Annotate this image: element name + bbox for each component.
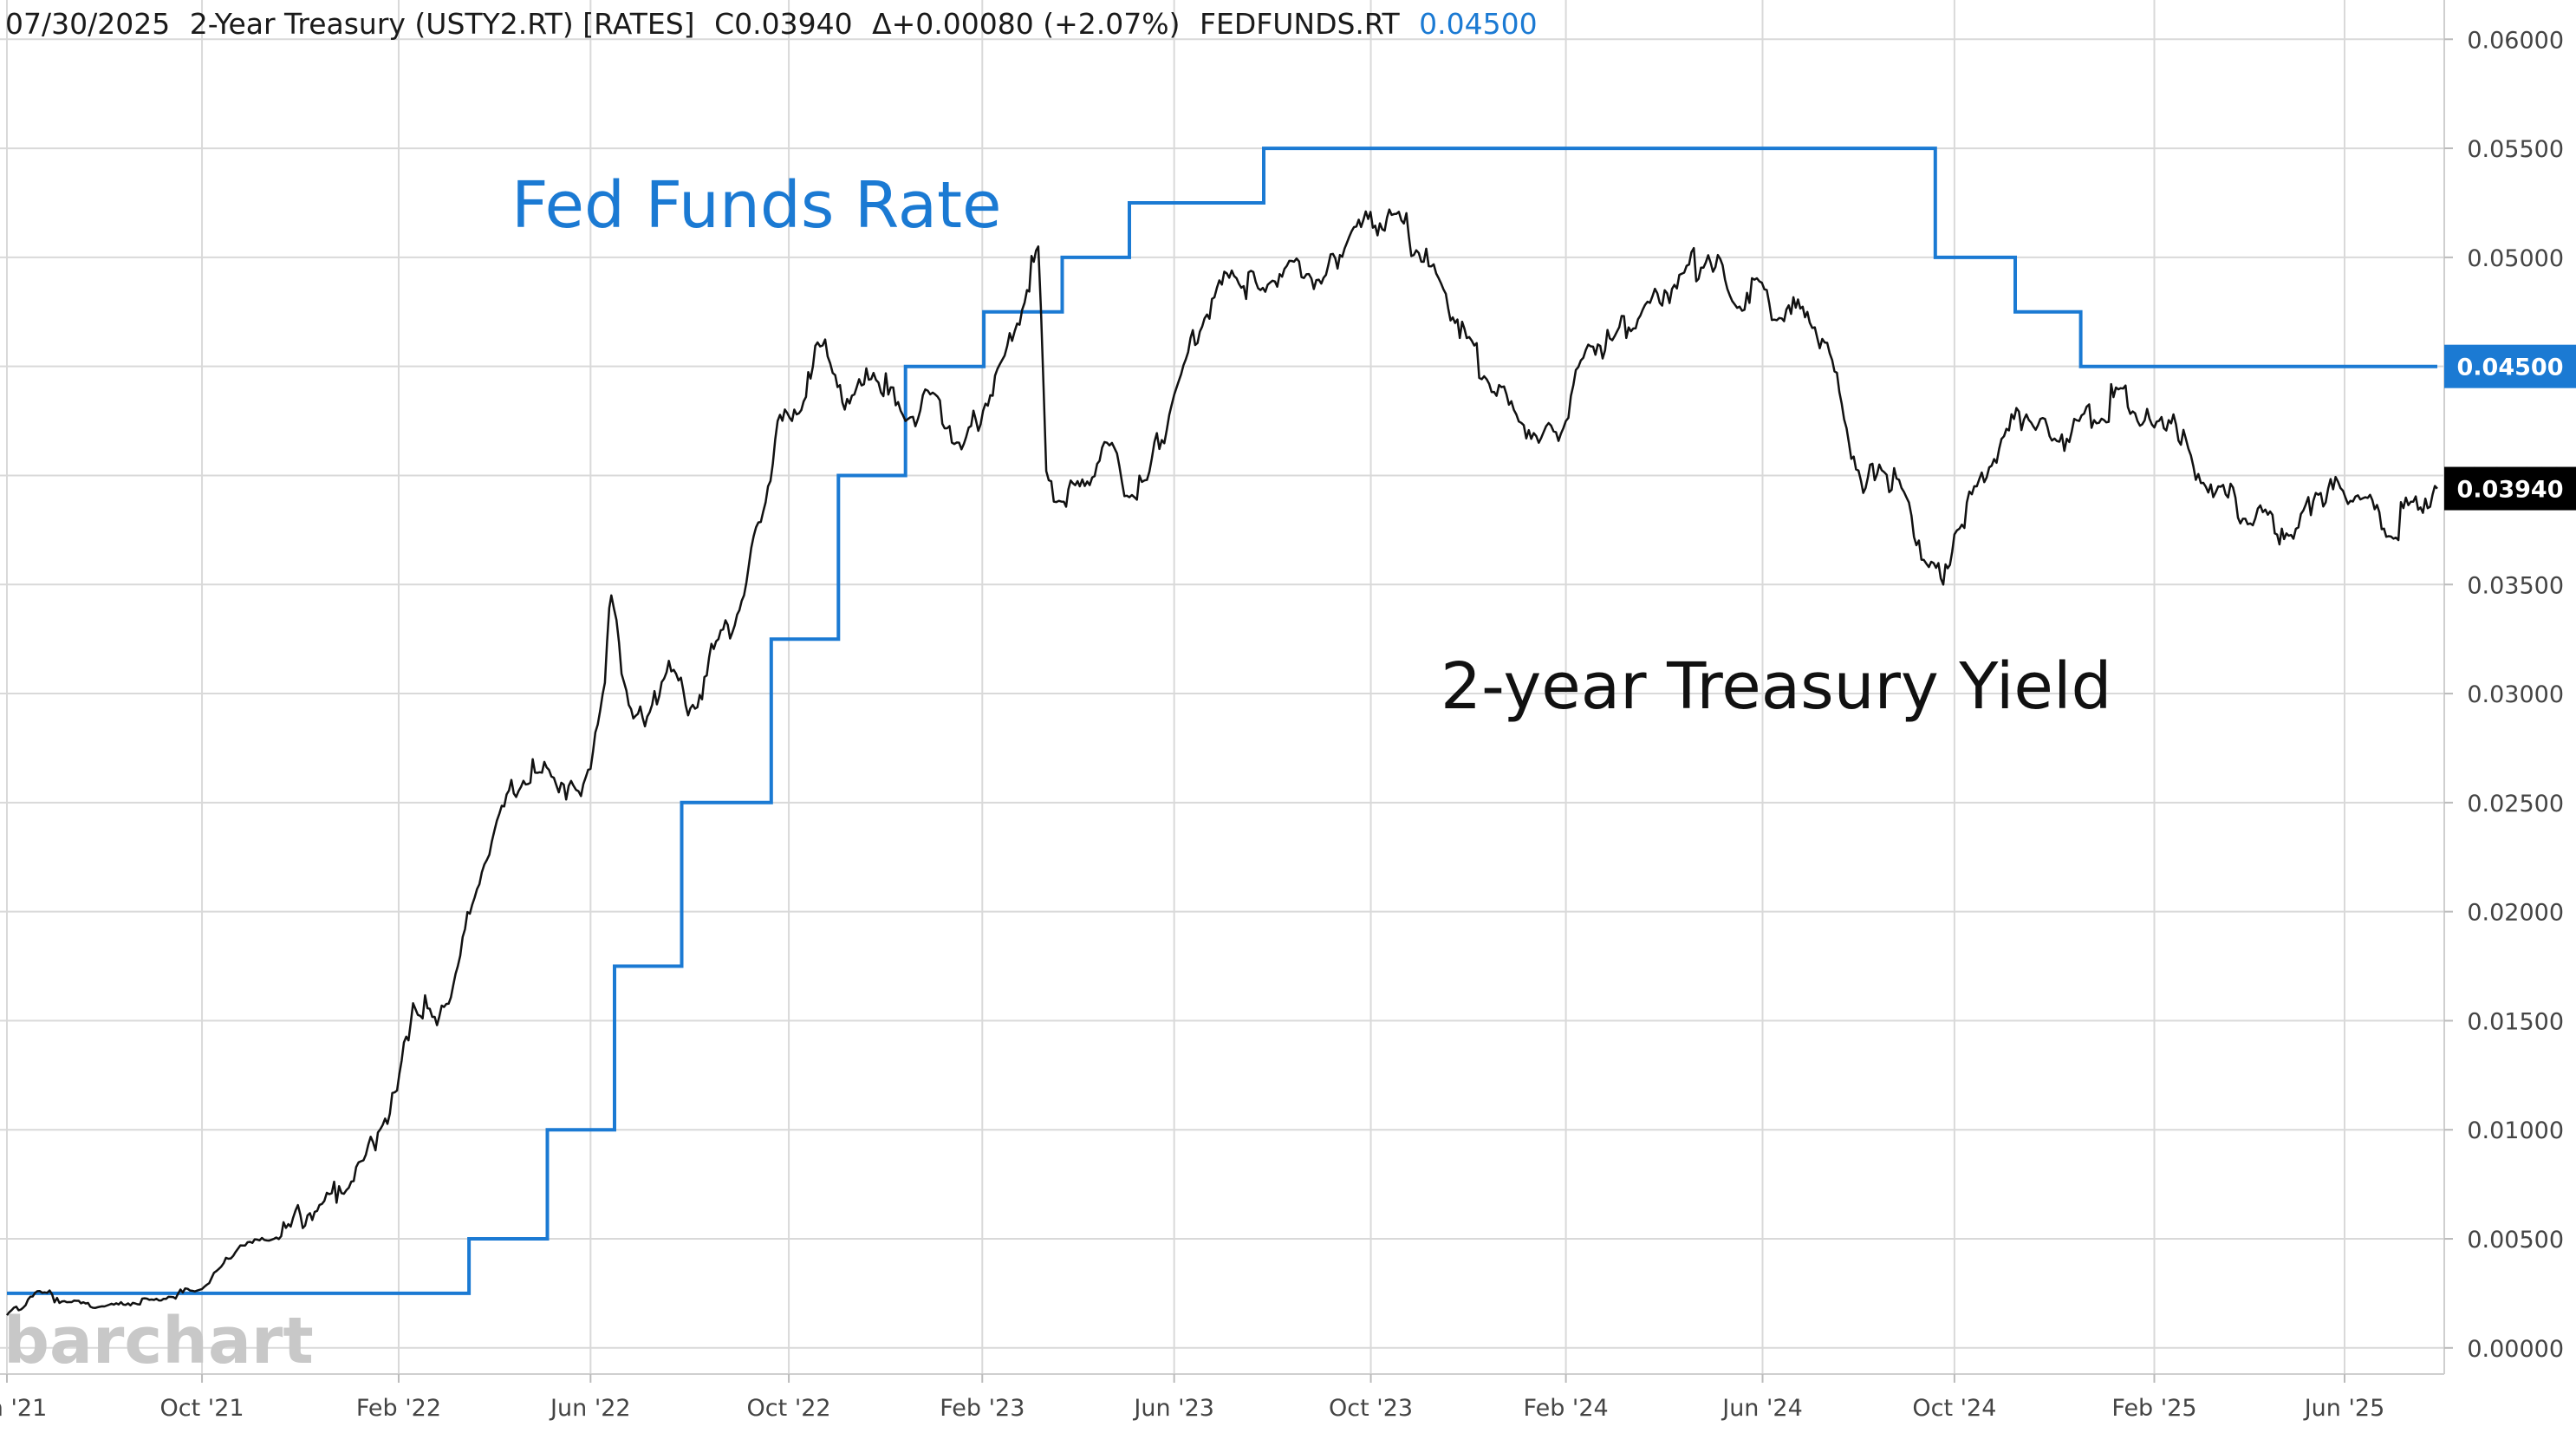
x-tick-label: Oct '21 (160, 1395, 244, 1422)
header-close: C0.03940 (714, 7, 853, 41)
barchart-logo: barchart (3, 1304, 314, 1378)
y-tick-label: 0.03000 (2467, 681, 2564, 708)
series-area (6, 147, 2438, 1316)
x-tick-label: Feb '23 (940, 1395, 1025, 1422)
y-tick-label: 0.05500 (2467, 136, 2564, 163)
y-tick-label: 0.01000 (2467, 1117, 2564, 1144)
x-tick-label: Jun '23 (1132, 1395, 1214, 1422)
y-tick-label: 0.00000 (2467, 1336, 2564, 1363)
x-tick-label: Feb '22 (356, 1395, 441, 1422)
y-tick-label: 0.01500 (2467, 1008, 2564, 1035)
x-tick-label: Jun '22 (549, 1395, 631, 1422)
fed-funds-line (7, 147, 2437, 1295)
x-tick-label: Jun '21 (0, 1395, 47, 1422)
fed-badge-label: 0.04500 (2457, 355, 2564, 381)
treasury-badge-background (2444, 466, 2576, 511)
x-tick-label: Oct '24 (1912, 1395, 1996, 1422)
y-tick-label: 0.02500 (2467, 791, 2564, 817)
fed-value-badge: 0.04500 (2444, 344, 2576, 388)
fed-funds-annotation: Fed Funds Rate (511, 168, 1002, 243)
header-compare-value: 0.04500 (1419, 7, 1537, 41)
y-tick-label: 0.05000 (2467, 245, 2564, 272)
y-tick-label: 0.03500 (2467, 572, 2564, 599)
x-tick-label: Oct '22 (747, 1395, 831, 1422)
header-compare-symbol: FEDFUNDS.RT (1200, 7, 1400, 41)
x-tick-label: Jun '24 (1721, 1395, 1803, 1422)
treasury-badge-label: 0.03940 (2457, 477, 2564, 504)
fed-badge-background (2444, 344, 2576, 388)
x-axis: Jun '21 Oct '21 Feb '22 Jun '22 Oct '22 Feb '… (0, 1374, 2384, 1422)
y-tick-label: 0.02000 (2467, 900, 2564, 927)
header-date: 07/30/2025 (5, 7, 170, 41)
treasury-value-badge: 0.03940 (2444, 466, 2576, 511)
y-tick-label: 0.00500 (2467, 1227, 2564, 1254)
grid (0, 0, 2444, 1374)
header: 07/30/2025 2-Year Treasury (USTY2.RT) [R… (5, 7, 1538, 41)
y-tick-label: 0.06000 (2467, 27, 2564, 54)
x-tick-label: Feb '25 (2111, 1395, 2196, 1422)
header-instrument: 2-Year Treasury (USTY2.RT) [RATES] (190, 7, 695, 41)
x-tick-label: Oct '23 (1329, 1395, 1413, 1422)
x-tick-label: Feb '24 (1524, 1395, 1609, 1422)
svg-text:07/30/2025 2-Year Treasu: 07/30/2025 2-Year Treasury (USTY2.RT) [R… (5, 7, 1538, 41)
header-change: Δ+0.00080 (+2.07%) (872, 7, 1180, 41)
x-tick-label: Jun '25 (2303, 1395, 2385, 1422)
treasury-annotation: 2-year Treasury Yield (1441, 649, 2111, 724)
treasury-yield-line (6, 208, 2438, 1316)
